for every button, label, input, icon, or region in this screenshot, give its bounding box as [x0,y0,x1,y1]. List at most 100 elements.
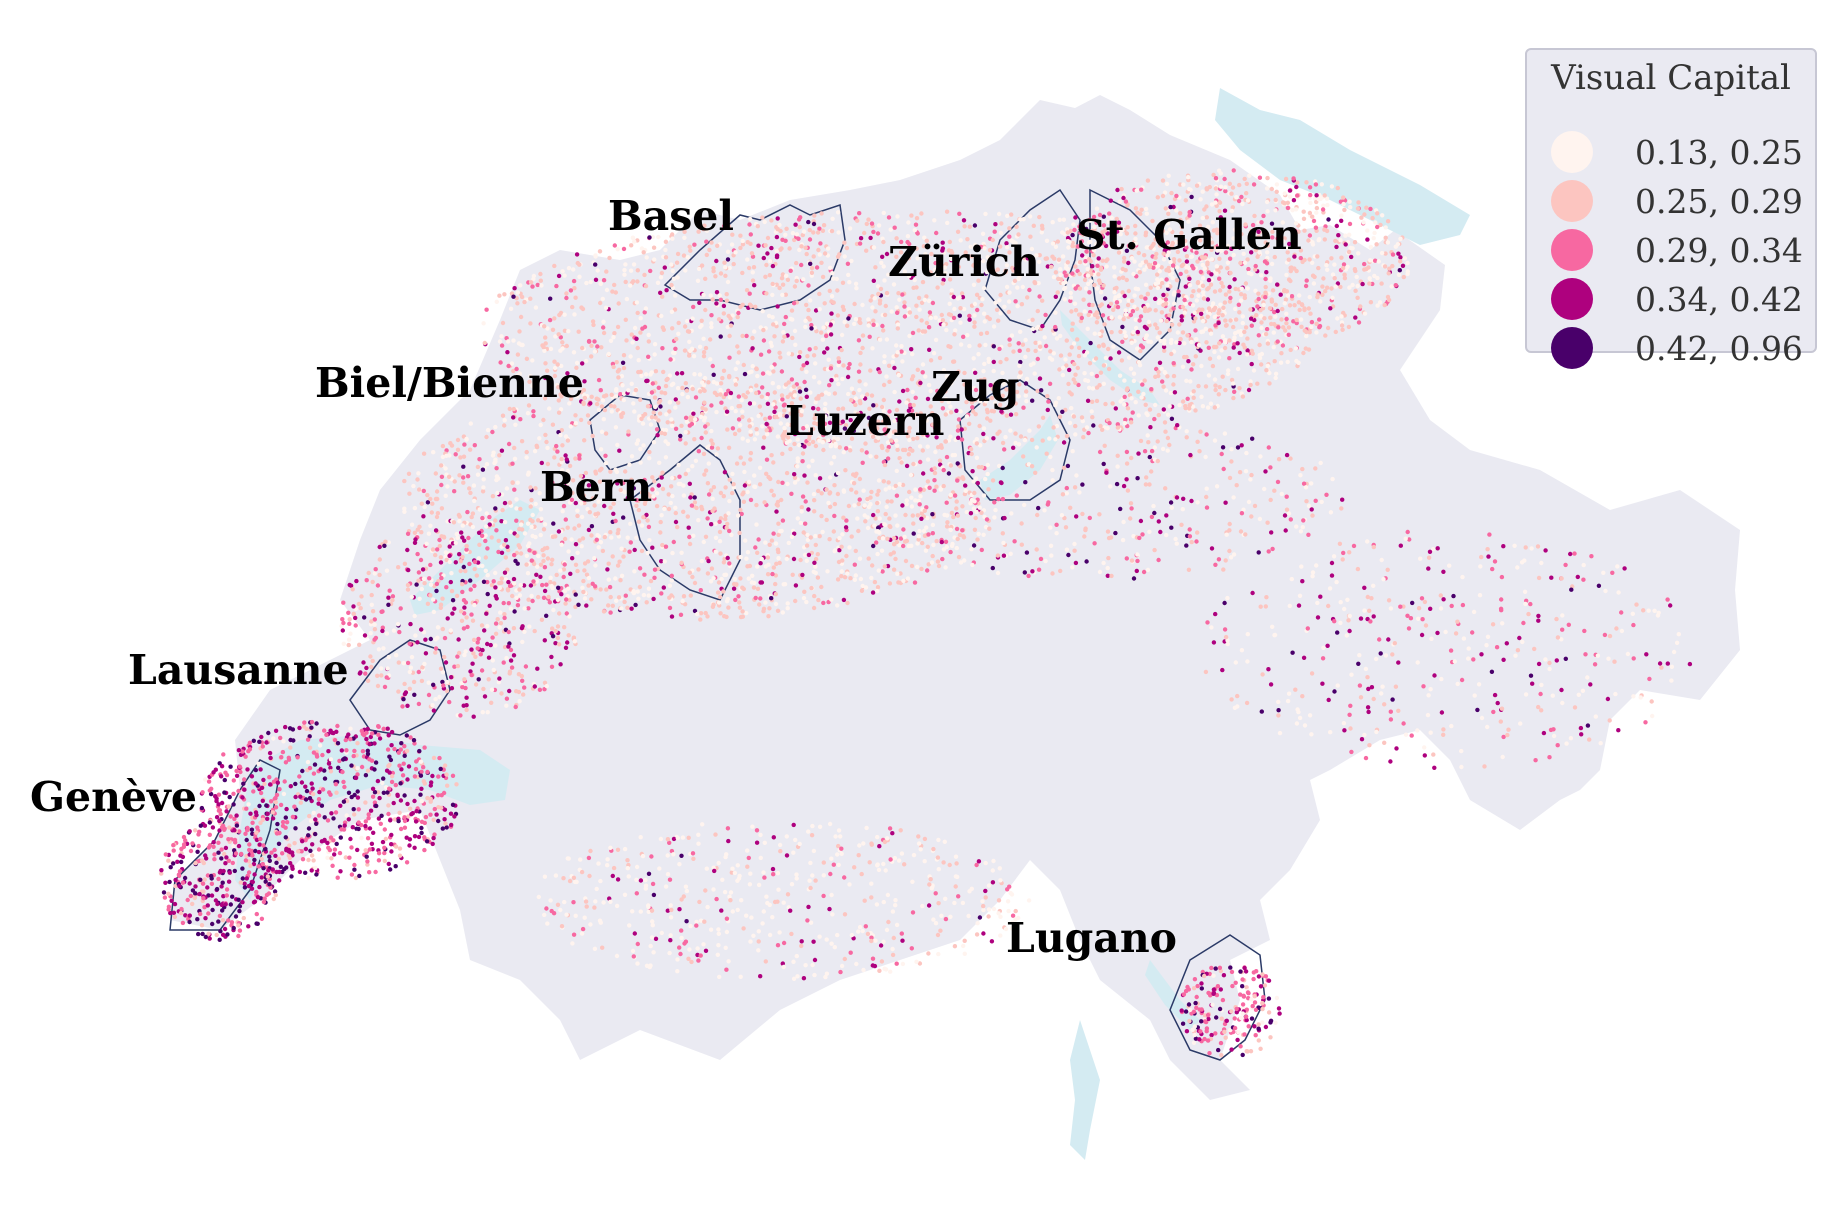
visual-capital-point [519,342,524,347]
visual-capital-point [517,329,522,334]
visual-capital-point [571,267,576,272]
visual-capital-point [1133,400,1138,405]
visual-capital-point [502,418,507,423]
visual-capital-point [1165,283,1170,288]
visual-capital-point [634,535,639,540]
visual-capital-point [867,422,872,427]
visual-capital-point [839,574,844,579]
visual-capital-point [883,487,888,492]
visual-capital-point [943,412,948,417]
visual-capital-point [738,507,743,513]
visual-capital-point [1347,232,1352,237]
visual-capital-point [1274,182,1280,187]
visual-capital-point [1048,525,1053,530]
visual-capital-point [882,312,888,318]
visual-capital-point [1227,356,1232,361]
visual-capital-point [1087,290,1092,295]
visual-capital-point [1098,370,1104,375]
visual-capital-point [644,600,649,605]
visual-capital-point [963,488,968,493]
visual-capital-point [452,489,457,494]
visual-capital-point [1195,500,1200,505]
visual-capital-point [1114,481,1120,487]
visual-capital-point [820,529,825,535]
visual-capital-point [750,270,755,275]
visual-capital-point [925,544,930,549]
visual-capital-point [1072,301,1078,306]
visual-capital-point [682,324,688,329]
visual-capital-point [1002,515,1007,521]
visual-capital-point [835,491,841,497]
visual-capital-point [908,472,914,478]
visual-capital-point [552,263,557,269]
visual-capital-point [1165,435,1171,441]
visual-capital-point [1011,349,1016,354]
visual-capital-point [1258,454,1263,459]
visual-capital-point [1069,327,1075,332]
visual-capital-point [1307,185,1313,190]
visual-capital-point [1228,318,1233,323]
visual-capital-point [993,222,998,227]
visual-capital-point [1155,285,1161,291]
visual-capital-point [725,555,730,561]
visual-capital-point [940,318,946,323]
visual-capital-point [817,252,822,257]
visual-capital-point [922,235,927,240]
visual-capital-point [568,571,573,576]
visual-capital-point [803,387,809,392]
visual-capital-point [1161,384,1166,389]
visual-capital-point [1285,205,1291,211]
visual-capital-point [528,485,533,490]
visual-capital-point [835,436,841,442]
visual-capital-point [1121,317,1126,322]
visual-capital-point [996,318,1001,323]
visual-capital-point [1087,361,1093,366]
visual-capital-point [558,310,564,316]
visual-capital-point [730,490,735,496]
visual-capital-point [1102,296,1108,301]
visual-capital-point [752,473,757,478]
visual-capital-point [512,286,517,291]
visual-capital-point [582,596,588,601]
visual-capital-point [811,221,817,227]
visual-capital-point [1160,446,1166,452]
visual-capital-point [1142,324,1148,330]
visual-capital-point [573,295,578,300]
visual-capital-point [972,313,977,318]
visual-capital-point [975,537,980,542]
visual-capital-point [895,447,900,452]
visual-capital-point [455,447,461,452]
visual-capital-point [1314,205,1320,211]
visual-capital-point [919,300,925,305]
visual-capital-point [774,248,779,254]
visual-capital-point [1055,239,1061,244]
visual-capital-point [868,298,873,303]
visual-capital-point [1132,259,1137,264]
visual-capital-point [770,292,775,298]
visual-capital-point [761,435,767,440]
visual-capital-point [1133,317,1139,322]
visual-capital-point [942,265,948,270]
visual-capital-point [635,279,640,284]
visual-capital-point [774,561,779,566]
visual-capital-point [900,292,905,297]
visual-capital-point [875,585,881,590]
visual-capital-point [709,566,715,571]
visual-capital-point [572,526,577,531]
visual-capital-point [629,332,634,337]
visual-capital-point [673,293,678,298]
visual-capital-point [669,578,674,583]
visual-capital-point [806,283,811,288]
visual-capital-point [1205,297,1211,302]
visual-capital-point [1084,425,1090,430]
visual-capital-point [1020,284,1025,290]
visual-capital-point [806,441,812,447]
visual-capital-point [1028,362,1034,368]
visual-capital-point [1304,180,1309,185]
visual-capital-point [974,455,980,460]
visual-capital-point [1051,351,1057,356]
visual-capital-point [533,305,539,310]
visual-capital-point [1120,290,1125,295]
visual-capital-point [645,378,650,383]
visual-capital-point [944,524,950,529]
